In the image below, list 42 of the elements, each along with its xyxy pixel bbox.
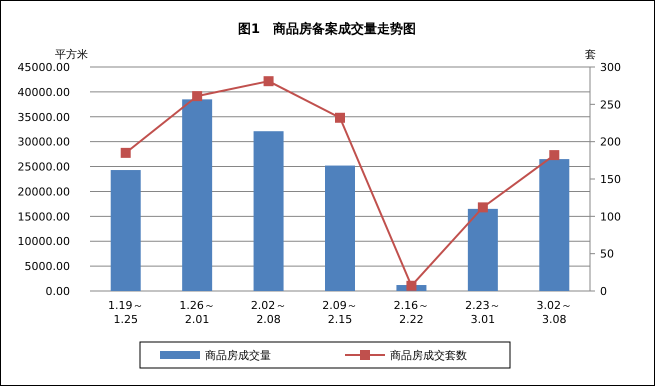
y-tick-label: 10000.00 [18, 235, 70, 248]
y-tick-label: 25000.00 [18, 160, 70, 174]
bar [468, 208, 498, 291]
y-tick-label: 45000.00 [18, 61, 70, 74]
y2-tick-label: 0 [600, 285, 607, 298]
chart-title: 图1 商品房备案成交量走势图 [238, 21, 416, 37]
y2-tick-label: 100 [600, 210, 621, 224]
bar [325, 166, 355, 291]
x-tick-label: 1.19～ 1.25 [108, 299, 144, 326]
point [192, 91, 202, 102]
y-tick-label: 15000.00 [18, 210, 70, 224]
y2-tick-label: 150 [600, 173, 621, 186]
x-tick-label: 2.23～ 3.01 [465, 299, 501, 326]
x-tick-label: 3.02～ 3.08 [536, 299, 572, 326]
y-tick-label: 40000.00 [18, 86, 70, 99]
y-tick-label: 20000.00 [18, 185, 70, 198]
bar [254, 131, 284, 291]
bar [182, 99, 212, 291]
point [264, 76, 274, 86]
point [406, 280, 416, 291]
bar [539, 159, 570, 291]
x-tick-label: 2.02～ 2.08 [250, 299, 286, 326]
point [549, 150, 560, 160]
y2-tick-label: 200 [600, 136, 621, 149]
point [478, 202, 488, 212]
y2-axis-title: 套 [585, 48, 596, 61]
x-tick-label: 2.09～ 2.15 [322, 299, 358, 326]
y-tick-label: 5000.00 [24, 260, 70, 274]
y-tick-label: 35000.00 [18, 110, 70, 124]
bar [110, 170, 141, 291]
legend-label: 商品房成交量 [205, 349, 271, 362]
y2-tick-label: 250 [600, 98, 621, 112]
y2-tick-label: 300 [600, 61, 621, 74]
y2-tick-label: 50 [600, 248, 614, 261]
point [120, 148, 131, 158]
legend-label: 商品房成交套数 [390, 349, 467, 362]
point [335, 112, 345, 123]
y-tick-label: 30000.00 [18, 136, 70, 149]
x-tick-label: 1.26～ 2.01 [179, 299, 215, 326]
y-tick-label: 0.00 [46, 285, 70, 298]
y-axis-title: 平方米 [55, 48, 88, 61]
x-tick-label: 2.16～ 2.22 [394, 299, 430, 326]
